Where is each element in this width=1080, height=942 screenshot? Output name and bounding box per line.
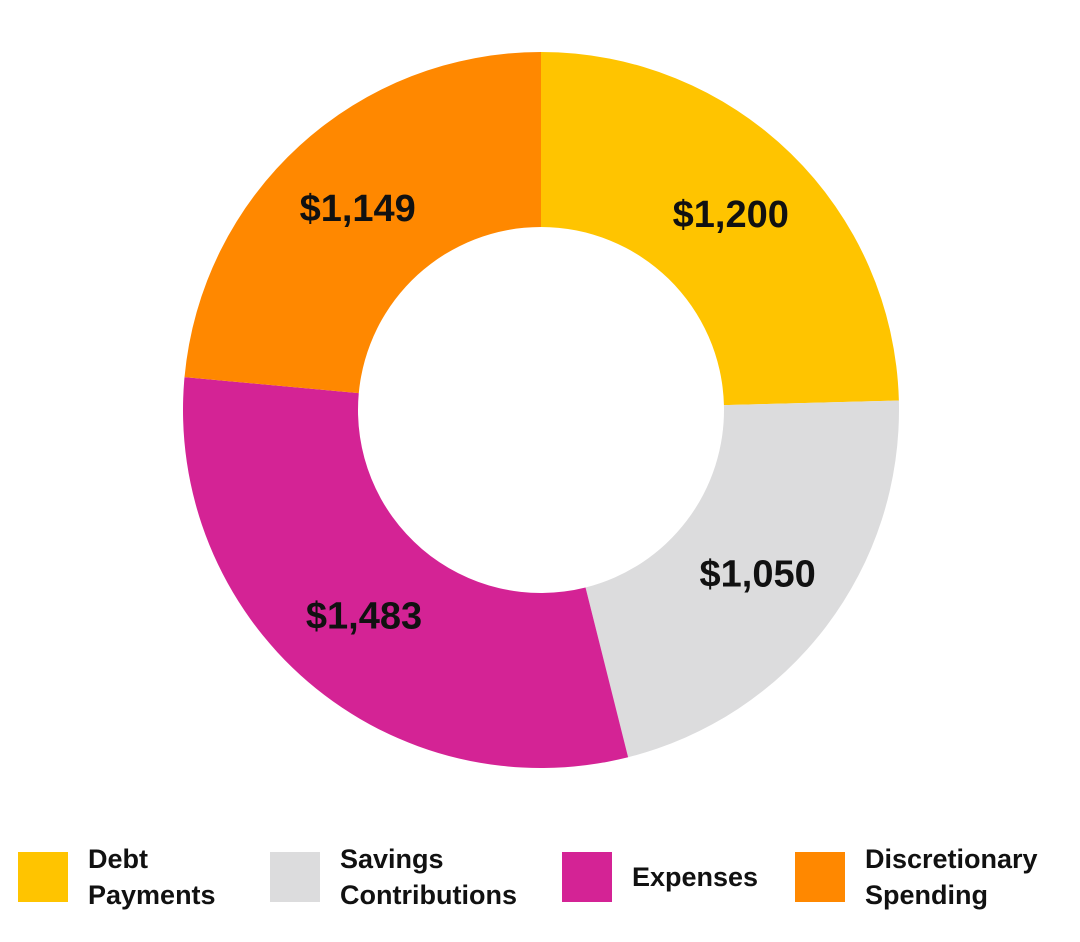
slice-savings-contributions <box>585 400 900 758</box>
legend-label-debt-payments-line-1: Debt <box>88 844 148 874</box>
slice-debt-payments <box>541 52 899 406</box>
slice-label-discretionary-spending: $1,149 <box>300 188 416 230</box>
legend-label-savings-contributions-line-1: Savings <box>340 844 444 874</box>
donut-slices <box>183 52 900 768</box>
slice-expenses <box>183 377 629 768</box>
slice-label-expenses: $1,483 <box>306 596 422 638</box>
legend-swatch-debt-payments <box>18 852 68 902</box>
slice-label-savings-contributions: $1,050 <box>700 553 816 595</box>
legend-label-discretionary-spending-line-2: Spending <box>865 880 988 910</box>
legend-swatch-savings-contributions <box>270 852 320 902</box>
chart-legend: Debt Payments Savings Contributions Expenses… <box>18 844 1038 910</box>
slice-labels: $1,200 $1,050 $1,483 $1,149 <box>300 188 816 638</box>
legend-swatch-discretionary-spending <box>795 852 845 902</box>
legend-label-debt-payments-line-2: Payments <box>88 880 216 910</box>
legend-label-discretionary-spending-line-1: Discretionary <box>865 844 1038 874</box>
legend-label-savings-contributions-line-2: Contributions <box>340 880 517 910</box>
legend-label-expenses-line-1: Expenses <box>632 862 758 892</box>
slice-discretionary-spending <box>184 52 541 394</box>
legend-swatch-expenses <box>562 852 612 902</box>
slice-label-debt-payments: $1,200 <box>673 194 789 236</box>
